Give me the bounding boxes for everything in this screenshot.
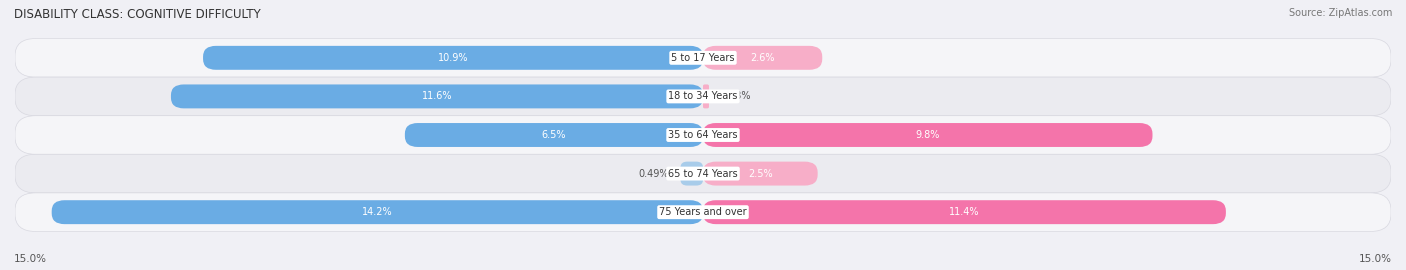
Text: 11.6%: 11.6% — [422, 92, 453, 102]
FancyBboxPatch shape — [703, 200, 1226, 224]
FancyBboxPatch shape — [703, 85, 709, 108]
FancyBboxPatch shape — [703, 123, 1153, 147]
Text: 65 to 74 Years: 65 to 74 Years — [668, 168, 738, 178]
FancyBboxPatch shape — [202, 46, 703, 70]
Text: 15.0%: 15.0% — [14, 254, 46, 264]
Text: 10.9%: 10.9% — [437, 53, 468, 63]
Text: 9.8%: 9.8% — [915, 130, 941, 140]
FancyBboxPatch shape — [52, 200, 703, 224]
Text: Source: ZipAtlas.com: Source: ZipAtlas.com — [1288, 8, 1392, 18]
FancyBboxPatch shape — [15, 77, 1391, 116]
Text: 14.2%: 14.2% — [361, 207, 392, 217]
FancyBboxPatch shape — [405, 123, 703, 147]
Text: 18 to 34 Years: 18 to 34 Years — [668, 92, 738, 102]
Text: 2.5%: 2.5% — [748, 168, 773, 178]
Text: 11.4%: 11.4% — [949, 207, 980, 217]
Text: 75 Years and over: 75 Years and over — [659, 207, 747, 217]
FancyBboxPatch shape — [703, 46, 823, 70]
Text: 0.13%: 0.13% — [720, 92, 751, 102]
Text: 15.0%: 15.0% — [1360, 254, 1392, 264]
FancyBboxPatch shape — [15, 116, 1391, 154]
FancyBboxPatch shape — [15, 39, 1391, 77]
Text: 6.5%: 6.5% — [541, 130, 567, 140]
Text: DISABILITY CLASS: COGNITIVE DIFFICULTY: DISABILITY CLASS: COGNITIVE DIFFICULTY — [14, 8, 260, 21]
Text: 35 to 64 Years: 35 to 64 Years — [668, 130, 738, 140]
Text: 5 to 17 Years: 5 to 17 Years — [671, 53, 735, 63]
Text: 0.49%: 0.49% — [638, 168, 669, 178]
FancyBboxPatch shape — [703, 162, 818, 185]
FancyBboxPatch shape — [172, 85, 703, 108]
FancyBboxPatch shape — [15, 193, 1391, 231]
FancyBboxPatch shape — [15, 154, 1391, 193]
FancyBboxPatch shape — [681, 162, 703, 185]
Text: 2.6%: 2.6% — [751, 53, 775, 63]
